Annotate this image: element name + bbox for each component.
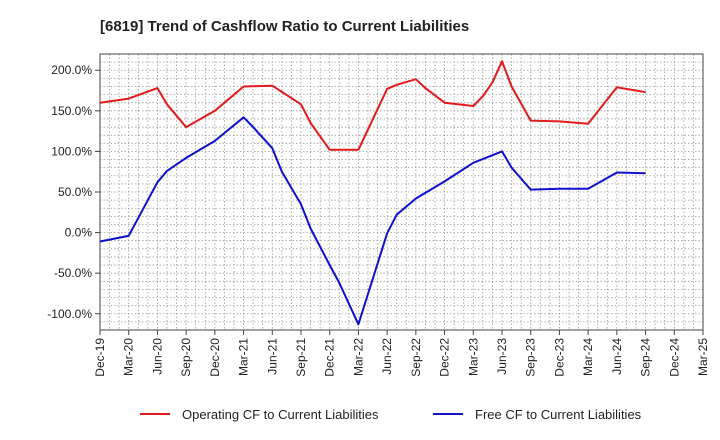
- legend-label: Free CF to Current Liabilities: [475, 407, 642, 422]
- x-tick-label: Mar-20: [122, 338, 136, 376]
- y-tick-label: 150.0%: [51, 104, 92, 118]
- free-cf-line: [99, 116, 646, 326]
- x-tick-label: Mar-25: [696, 338, 710, 376]
- x-axis: Dec-19 Mar-20 Jun-20 Sep-20 Dec-20 Mar-21 Jun-…: [93, 330, 710, 377]
- x-tick-label: Mar-23: [466, 338, 480, 376]
- x-tick-label: Dec-21: [323, 338, 337, 377]
- y-tick-label: -50.0%: [54, 266, 92, 280]
- x-tick-label: Sep-21: [294, 338, 308, 377]
- y-tick-label: 50.0%: [58, 185, 92, 199]
- y-axis: -100.0% -50.0% 0.0% 50.0% 100.0% 150.0% 200.0%: [47, 63, 100, 321]
- grid: [99, 54, 704, 330]
- x-tick-label: Jun-22: [380, 338, 394, 375]
- x-tick-label: Dec-23: [552, 338, 566, 377]
- x-tick-label: Dec-22: [438, 338, 452, 377]
- chart-title: [6819] Trend of Cashflow Ratio to Curren…: [100, 18, 469, 35]
- legend: Operating CF to Current Liabilities Free …: [140, 407, 642, 422]
- x-tick-label: Jun-21: [265, 338, 279, 375]
- x-tick-label: Sep-20: [179, 338, 193, 377]
- x-tick-label: Jun-20: [150, 338, 164, 375]
- x-tick-label: Sep-22: [409, 338, 423, 377]
- x-tick-label: Mar-22: [351, 338, 365, 376]
- series-lines: [99, 60, 646, 326]
- legend-label: Operating CF to Current Liabilities: [182, 407, 379, 422]
- x-tick-label: Jun-24: [610, 338, 624, 375]
- y-tick-label: 200.0%: [51, 63, 92, 77]
- x-tick-label: Jun-23: [495, 338, 509, 375]
- x-tick-label: Sep-24: [639, 338, 653, 377]
- x-tick-label: Dec-19: [93, 338, 107, 377]
- operating-cf-line: [99, 60, 646, 151]
- x-tick-label: Mar-21: [237, 338, 251, 376]
- x-tick-label: Mar-24: [581, 338, 595, 376]
- y-tick-label: 0.0%: [65, 226, 93, 240]
- x-tick-label: Sep-23: [524, 338, 538, 377]
- x-tick-label: Dec-24: [667, 338, 681, 377]
- y-tick-label: 100.0%: [51, 144, 92, 158]
- y-tick-label: -100.0%: [47, 307, 92, 321]
- x-tick-label: Dec-20: [208, 338, 222, 377]
